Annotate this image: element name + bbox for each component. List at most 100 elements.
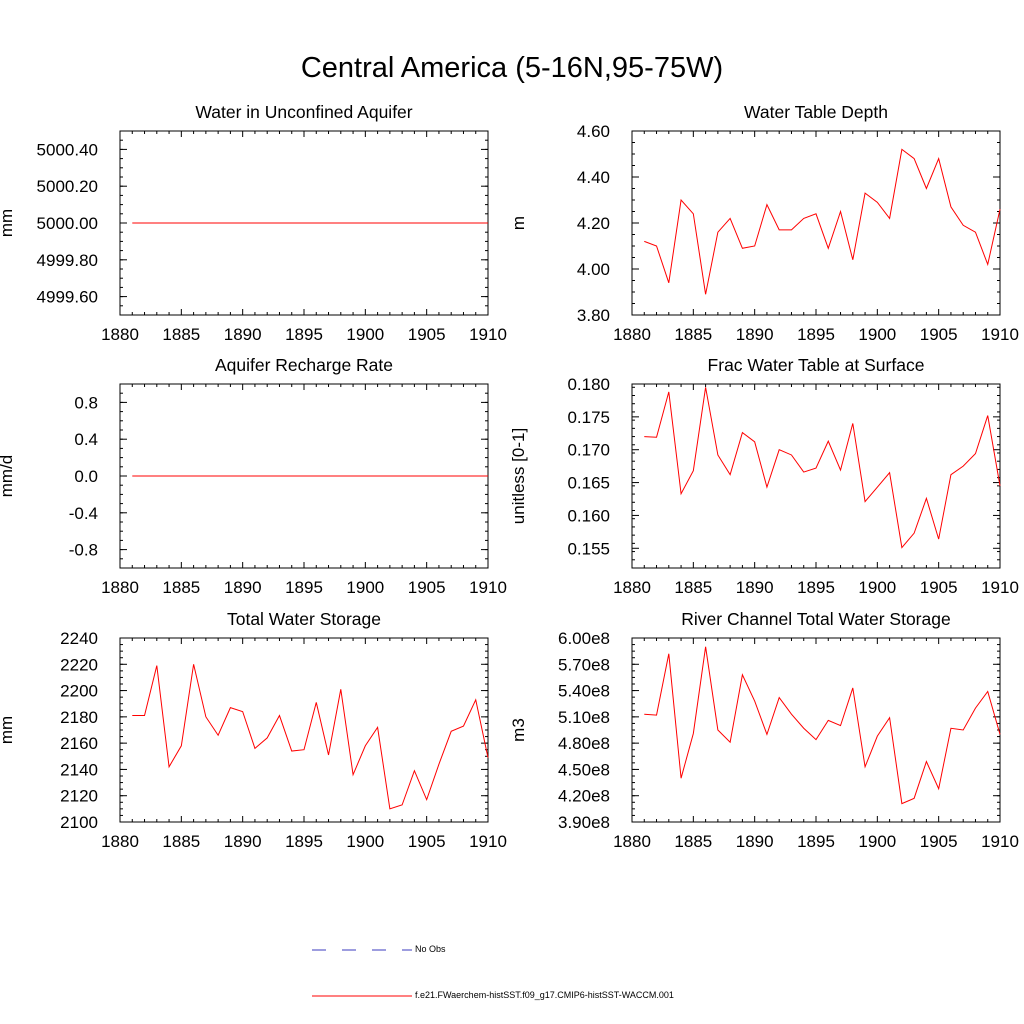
y-tick-label: 5000.20 bbox=[37, 177, 98, 196]
series-line bbox=[132, 664, 489, 810]
x-tick-label: 1885 bbox=[162, 832, 200, 851]
x-tick-label: 1880 bbox=[613, 578, 651, 597]
legend-model-label: f.e21.FWaerchem-histSST.f09_g17.CMIP6-hi… bbox=[415, 990, 674, 1000]
y-tick-label: 4.20 bbox=[577, 214, 610, 233]
x-tick-label: 1890 bbox=[224, 578, 262, 597]
x-tick-label: 1910 bbox=[981, 325, 1019, 344]
y-tick-label: 4.80e8 bbox=[558, 734, 610, 753]
x-tick-label: 1895 bbox=[797, 832, 835, 851]
x-tick-label: 1895 bbox=[285, 578, 323, 597]
x-tick-label: 1880 bbox=[101, 832, 139, 851]
x-tick-label: 1880 bbox=[101, 325, 139, 344]
plot-frame bbox=[631, 383, 1001, 569]
x-tick-label: 1880 bbox=[613, 325, 651, 344]
x-tick-label: 1885 bbox=[674, 578, 712, 597]
x-tick-label: 1905 bbox=[408, 832, 446, 851]
series-line bbox=[644, 148, 1001, 295]
y-tick-label: 2240 bbox=[60, 629, 98, 648]
panel-title: Total Water Storage bbox=[227, 609, 381, 629]
series-line bbox=[644, 646, 1001, 805]
x-tick-label: 1900 bbox=[858, 832, 896, 851]
y-tick-label: 0.8 bbox=[74, 393, 98, 412]
x-tick-label: 1895 bbox=[797, 325, 835, 344]
y-tick-label: 2140 bbox=[60, 760, 98, 779]
x-tick-label: 1910 bbox=[981, 578, 1019, 597]
y-tick-label: 0.175 bbox=[567, 408, 610, 427]
y-tick-label: -0.4 bbox=[69, 504, 98, 523]
y-tick-label: 4.50e8 bbox=[558, 760, 610, 779]
x-tick-label: 1905 bbox=[408, 325, 446, 344]
x-tick-label: 1885 bbox=[162, 578, 200, 597]
y-tick-label: 0.160 bbox=[567, 506, 610, 525]
y-tick-label: 2220 bbox=[60, 655, 98, 674]
y-tick-label: 0.180 bbox=[567, 375, 610, 394]
y-tick-label: 0.155 bbox=[567, 539, 610, 558]
y-tick-label: 3.80 bbox=[577, 306, 610, 325]
y-tick-label: 5.40e8 bbox=[558, 682, 610, 701]
y-tick-label: 4999.80 bbox=[37, 251, 98, 270]
x-tick-label: 1900 bbox=[858, 578, 896, 597]
y-tick-label: 4.60 bbox=[577, 122, 610, 141]
y-tick-label: 0.170 bbox=[567, 441, 610, 460]
y-axis-label: unitless [0-1] bbox=[509, 428, 528, 524]
x-tick-label: 1910 bbox=[981, 832, 1019, 851]
x-tick-label: 1885 bbox=[674, 832, 712, 851]
x-tick-label: 1905 bbox=[920, 578, 958, 597]
panel-2: 1880 1885 1890 1895 1900 1905 1910 -0.8 -0.4 0.0 0… bbox=[0, 355, 507, 597]
y-axis-label: mm bbox=[0, 716, 16, 744]
x-tick-label: 1900 bbox=[346, 325, 384, 344]
y-tick-label: 3.90e8 bbox=[558, 813, 610, 832]
y-tick-label: 0.4 bbox=[74, 430, 98, 449]
panel-1: 1880 1885 1890 1895 1900 1905 1910 3.80 4.00 4.20… bbox=[509, 102, 1019, 344]
y-tick-label: 0.165 bbox=[567, 474, 610, 493]
y-tick-label: 2100 bbox=[60, 813, 98, 832]
x-tick-label: 1900 bbox=[346, 832, 384, 851]
y-tick-label: 4.40 bbox=[577, 168, 610, 187]
panel-5: 1880 1885 1890 1895 1900 1905 1910 3.90e8 4.20e8… bbox=[509, 609, 1019, 851]
figure-title: Central America (5-16N,95-75W) bbox=[300, 52, 724, 84]
x-tick-label: 1890 bbox=[736, 832, 774, 851]
panel-3: 1880 1885 1890 1895 1900 1905 1910 0.155 0.160 0.… bbox=[509, 355, 1019, 597]
y-tick-label: 4999.60 bbox=[37, 288, 98, 307]
panel-title: River Channel Total Water Storage bbox=[681, 609, 950, 629]
x-tick-label: 1885 bbox=[162, 325, 200, 344]
y-tick-label: 4.20e8 bbox=[558, 787, 610, 806]
x-tick-label: 1885 bbox=[674, 325, 712, 344]
y-tick-label: 5000.00 bbox=[37, 214, 98, 233]
x-tick-label: 1890 bbox=[736, 325, 774, 344]
x-tick-label: 1895 bbox=[285, 325, 323, 344]
y-tick-label: 6.00e8 bbox=[558, 629, 610, 648]
y-tick-label: -0.8 bbox=[69, 541, 98, 560]
panel-title: Water Table Depth bbox=[744, 102, 888, 122]
y-tick-label: 2120 bbox=[60, 787, 98, 806]
panel-title: Aquifer Recharge Rate bbox=[215, 355, 393, 375]
y-tick-label: 2180 bbox=[60, 708, 98, 727]
plot-frame bbox=[631, 130, 1001, 316]
x-tick-label: 1900 bbox=[858, 325, 896, 344]
y-tick-label: 2160 bbox=[60, 734, 98, 753]
y-tick-label: 0.0 bbox=[74, 467, 98, 486]
y-axis-label: m bbox=[509, 216, 528, 230]
x-tick-label: 1905 bbox=[920, 832, 958, 851]
y-tick-label: 5000.40 bbox=[37, 140, 98, 159]
panel-0: 1880 1885 1890 1895 1900 1905 1910 4999.60 4999.… bbox=[0, 102, 507, 344]
x-tick-label: 1905 bbox=[920, 325, 958, 344]
x-tick-label: 1910 bbox=[469, 832, 507, 851]
panel-title: Water in Unconfined Aquifer bbox=[195, 102, 412, 122]
legend-obs-label: No Obs bbox=[415, 944, 446, 954]
y-tick-label: 5.10e8 bbox=[558, 708, 610, 727]
plot-frame bbox=[119, 637, 489, 823]
x-tick-label: 1890 bbox=[224, 832, 262, 851]
series-line bbox=[644, 387, 1001, 549]
y-axis-label: mm/d bbox=[0, 455, 16, 498]
x-tick-label: 1910 bbox=[469, 578, 507, 597]
x-tick-label: 1910 bbox=[469, 325, 507, 344]
x-tick-label: 1895 bbox=[285, 832, 323, 851]
y-axis-label: mm bbox=[0, 209, 16, 237]
panel-title: Frac Water Table at Surface bbox=[708, 355, 925, 375]
y-tick-label: 2200 bbox=[60, 682, 98, 701]
plot-frame bbox=[631, 637, 1001, 823]
y-axis-label: m3 bbox=[509, 718, 528, 742]
y-tick-label: 5.70e8 bbox=[558, 655, 610, 674]
